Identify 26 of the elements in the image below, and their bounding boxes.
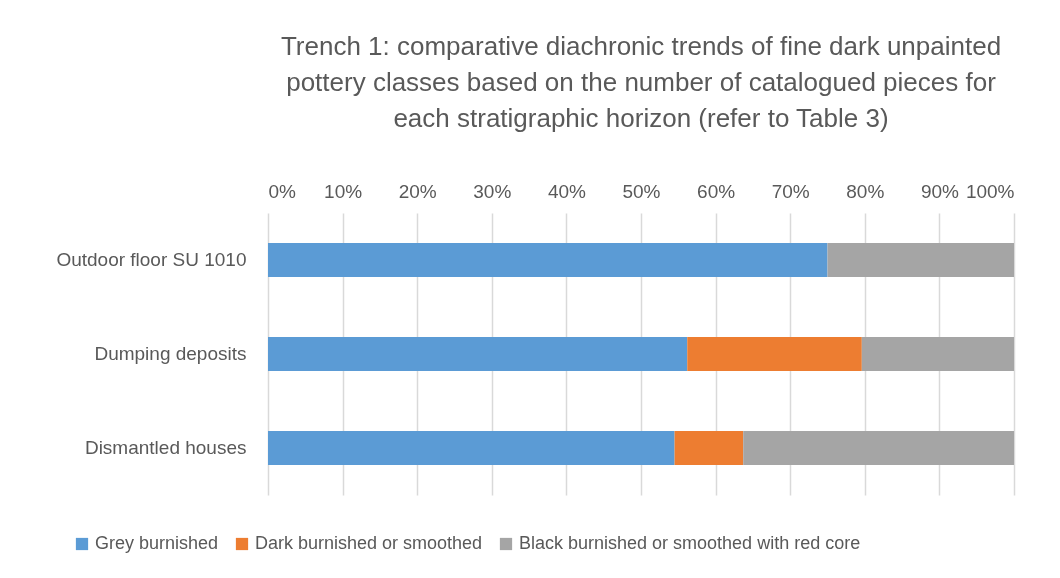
- y-tick-label: Dumping deposits: [94, 343, 247, 364]
- x-tick-label: 20%: [398, 180, 437, 202]
- bar: [861, 337, 1014, 371]
- x-tick-label: 90%: [920, 180, 960, 202]
- x-tick-label: 80%: [846, 180, 885, 202]
- bar: [674, 431, 744, 465]
- x-tick-label: 50%: [622, 180, 661, 202]
- legend-label: Dark burnished or smoothed: [255, 533, 483, 553]
- bar: [687, 337, 862, 371]
- x-tick-label: 30%: [473, 180, 512, 202]
- bar: [743, 431, 1014, 465]
- x-tick-label: 60%: [697, 180, 736, 202]
- bar: [268, 337, 688, 371]
- legend-label: Grey burnished: [95, 533, 219, 553]
- bar: [268, 243, 828, 277]
- bar: [268, 431, 675, 465]
- legend-label: Black burnished or smoothed with red core: [519, 533, 861, 553]
- x-tick-label: 70%: [771, 180, 810, 202]
- x-tick-label: 100%: [965, 180, 1015, 202]
- y-tick-label: Outdoor floor SU 1010: [56, 249, 247, 270]
- chart-title: Trench 1: comparative diachronic trends of fine dark unpainted pottery classes based on the number of catalogued pieces for each stratigraphic horizon (refer to Table 3): [280, 31, 1002, 133]
- bar: [827, 243, 1014, 277]
- x-tick-label: 10%: [324, 180, 363, 202]
- y-tick-label: Dismantled houses: [84, 437, 247, 458]
- x-tick-label: 0%: [268, 180, 297, 202]
- x-tick-label: 40%: [547, 180, 587, 202]
